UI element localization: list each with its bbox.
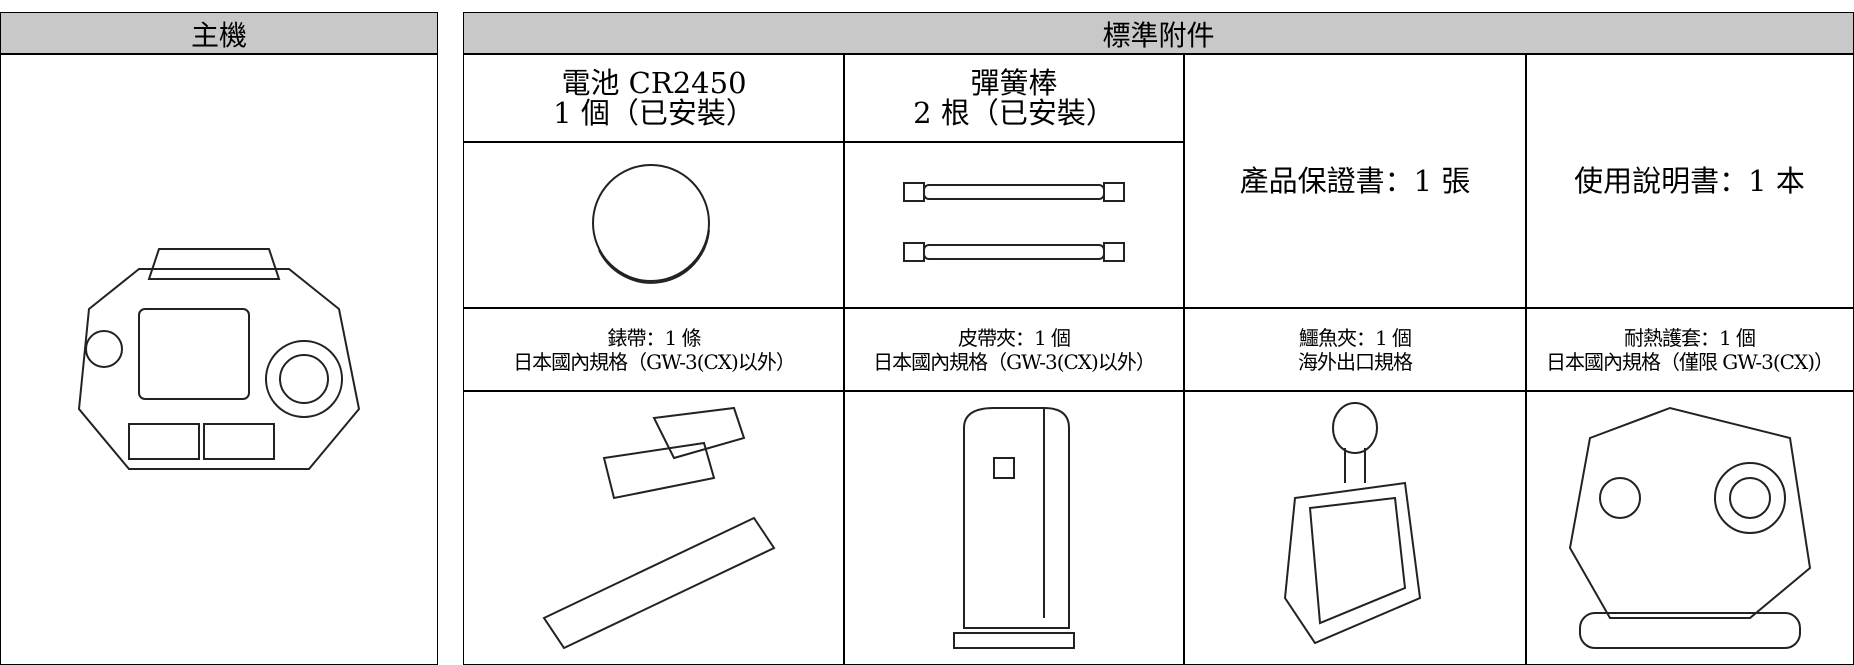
item-note: 海外出口規格 — [1298, 349, 1413, 374]
image-cell — [1525, 390, 1854, 665]
image-cell — [843, 390, 1185, 665]
main-image-cell — [0, 53, 438, 665]
band-drawing — [542, 406, 776, 649]
item-name: 彈簧棒 — [970, 65, 1058, 100]
item-name: 電池 CR2450 — [561, 65, 747, 100]
item-note: 日本國內規格（GW-3(CX)以外） — [873, 349, 1156, 374]
item-name: 使用說明書：1 本 — [1574, 163, 1805, 198]
item-name: 皮帶夾：1 個 — [957, 325, 1071, 350]
alligator-clip-drawing — [1283, 401, 1422, 644]
heat-cover-drawing — [1568, 406, 1811, 649]
item-note: 日本國內規格（GW-3(CX)以外） — [513, 349, 796, 374]
item-name: 錶帶：1 條 — [607, 325, 701, 350]
header-text: 標準附件 — [1102, 18, 1215, 52]
item-name: 耐熱護套：1 個 — [1623, 325, 1756, 350]
item-label: 彈簧棒 2 根（已安裝） — [843, 53, 1185, 143]
item-label: 鱷魚夾：1 個海外出口規格 — [1183, 307, 1527, 392]
image-cell — [1183, 390, 1527, 665]
watch-drawing — [77, 248, 361, 470]
item-label: 錶帶：1 條日本國內規格（GW-3(CX)以外） — [463, 307, 845, 392]
item-note: 2 根（已安裝） — [913, 96, 1115, 130]
item-name: 產品保證書：1 張 — [1239, 163, 1471, 198]
item-label: 使用說明書：1 本 — [1525, 53, 1854, 309]
belt-clip-drawing — [953, 406, 1075, 649]
item-label: 耐熱護套：1 個日本國內規格（僅限 GW-3(CX)） — [1525, 307, 1854, 392]
image-cell — [843, 141, 1185, 309]
image-cell — [463, 141, 845, 309]
item-note: 1 個（已安裝） — [553, 96, 755, 130]
header-text: 主機 — [190, 18, 247, 52]
battery-drawing — [592, 164, 710, 284]
item-name: 鱷魚夾：1 個 — [1298, 325, 1412, 350]
item-label: 皮帶夾：1 個日本國內規格（GW-3(CX)以外） — [843, 307, 1185, 392]
item-label: 電池 CR2450 1 個（已安裝） — [463, 53, 845, 143]
acc-header: 標準附件 — [463, 12, 1854, 55]
spring-bar-drawing — [903, 182, 1125, 262]
main-header: 主機 — [0, 12, 438, 55]
item-label: 產品保證書：1 張 — [1183, 53, 1527, 309]
item-note: 日本國內規格（僅限 GW-3(CX)） — [1545, 349, 1834, 374]
image-cell — [463, 390, 845, 665]
